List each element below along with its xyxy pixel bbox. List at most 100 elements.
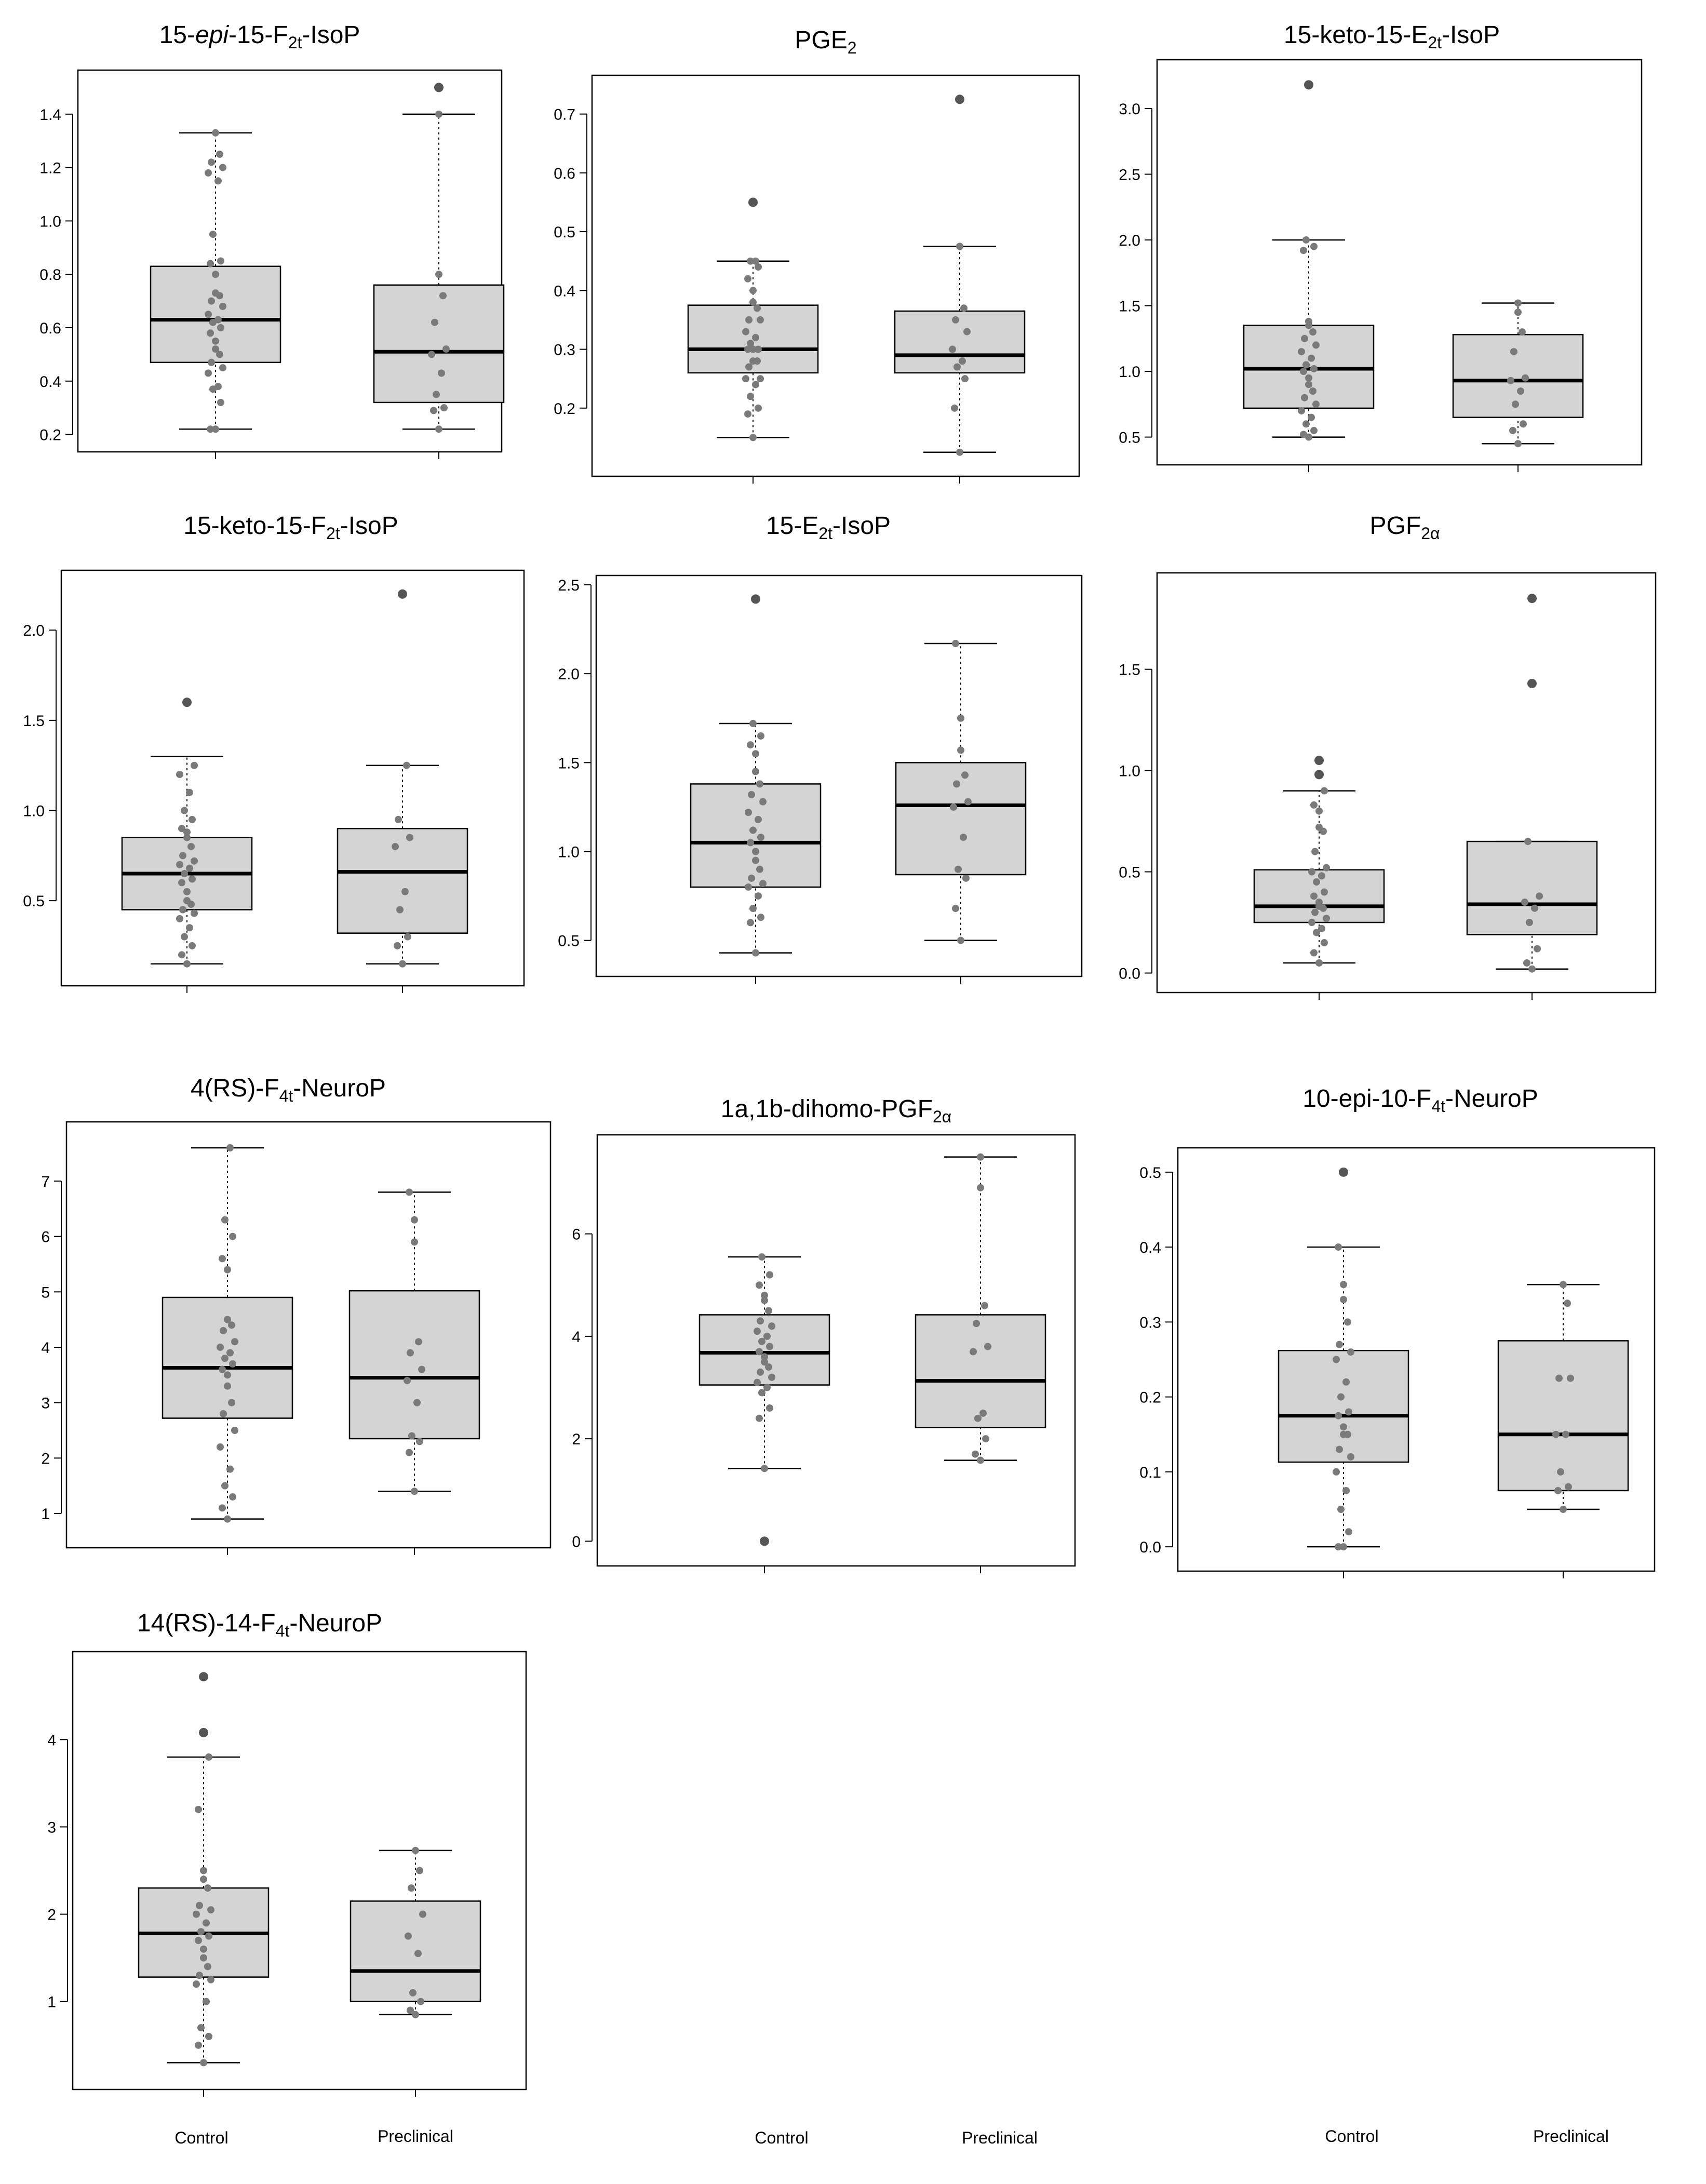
data-point <box>406 1188 413 1196</box>
iqr-box <box>1466 840 1598 935</box>
data-point <box>957 746 964 754</box>
data-point <box>1514 309 1522 316</box>
data-point <box>1524 838 1532 846</box>
data-point <box>1298 348 1305 356</box>
data-point <box>193 1980 200 1988</box>
data-point <box>219 302 226 310</box>
panel-10: 1 2 3 4 <box>47 1651 527 2097</box>
y-tick-label: 2 <box>41 1450 50 1467</box>
data-point <box>758 1337 765 1345</box>
data-point <box>1310 801 1318 809</box>
data-point <box>952 905 959 913</box>
panel-6: 0.0 0.5 1.0 1.5 <box>1119 572 1657 1000</box>
data-point <box>208 358 215 366</box>
data-point <box>754 304 761 312</box>
data-point <box>408 1884 415 1892</box>
data-point <box>205 2032 212 2040</box>
outlier-point <box>760 1536 769 1546</box>
y-tick-label: 0.7 <box>554 106 575 124</box>
data-point <box>1315 807 1323 815</box>
data-point <box>208 297 215 305</box>
data-point <box>195 1805 202 1813</box>
data-point <box>755 263 762 271</box>
data-point <box>749 826 757 834</box>
data-point <box>752 381 759 388</box>
data-point <box>214 316 222 324</box>
data-point <box>409 1989 417 1997</box>
data-point <box>219 164 226 171</box>
data-point <box>219 1504 226 1512</box>
y-tick-label: 2.0 <box>558 666 580 683</box>
data-point <box>1302 420 1310 428</box>
data-point <box>183 834 191 841</box>
title-part: -IsoP <box>832 512 891 540</box>
data-point <box>1336 1445 1343 1453</box>
data-point <box>749 287 757 294</box>
data-point <box>768 1373 775 1381</box>
data-point <box>957 936 964 944</box>
title-part: 15-E <box>765 512 819 540</box>
data-point <box>430 407 437 414</box>
data-point <box>187 842 195 850</box>
title-part: -15-F <box>229 21 288 49</box>
data-point <box>418 1365 425 1373</box>
data-point <box>963 328 971 336</box>
data-point <box>1321 787 1328 795</box>
data-point <box>224 1316 231 1323</box>
data-point <box>440 404 448 412</box>
data-point <box>951 404 958 412</box>
data-point <box>415 1338 422 1346</box>
data-point <box>752 949 759 957</box>
y-tick-label: 0.5 <box>558 933 580 950</box>
data-point <box>226 1465 234 1473</box>
y-tick-label: 1.2 <box>39 160 61 177</box>
box-preclinical <box>1452 299 1584 448</box>
box-control <box>1278 1167 1409 1551</box>
data-point <box>763 1332 771 1340</box>
iqr-box <box>895 762 1027 876</box>
panel-5: 0.5 1.0 1.5 2.0 2.5 <box>558 574 1083 984</box>
data-point <box>408 1432 415 1440</box>
data-point <box>952 316 959 324</box>
data-point <box>756 1348 763 1356</box>
data-point <box>761 1291 768 1299</box>
data-point <box>1557 1468 1564 1476</box>
data-point <box>744 275 751 283</box>
data-point <box>191 761 198 769</box>
data-point <box>221 1355 229 1362</box>
title-part: -IsoP <box>302 21 360 49</box>
data-point <box>1345 1408 1352 1416</box>
data-point <box>195 1937 202 1944</box>
data-point <box>411 1216 418 1224</box>
y-tick-label: 0.5 <box>1119 864 1140 881</box>
data-point <box>1337 1393 1345 1401</box>
data-point <box>396 906 404 914</box>
data-point <box>755 892 762 900</box>
data-point <box>216 351 223 358</box>
data-point <box>228 1399 235 1406</box>
data-point <box>403 761 410 769</box>
data-point <box>394 942 401 949</box>
data-point <box>191 909 198 917</box>
data-point <box>962 874 970 882</box>
iqr-box <box>1278 1349 1409 1463</box>
data-point <box>756 1281 763 1289</box>
data-point <box>229 1232 236 1240</box>
data-point <box>952 639 959 647</box>
panel-title: PGF2α <box>1093 512 1706 542</box>
data-point <box>749 298 757 306</box>
outlier-point <box>1527 594 1537 604</box>
data-point <box>1305 381 1312 388</box>
y-tick-label: 1.5 <box>23 713 45 730</box>
data-point <box>950 803 957 811</box>
y-tick-label: 6 <box>572 1226 581 1243</box>
data-point <box>204 1963 211 1971</box>
y-tick-label: 1 <box>41 1506 50 1523</box>
data-point <box>183 828 191 836</box>
data-point <box>973 1320 980 1328</box>
data-point <box>749 345 757 353</box>
data-point <box>411 1488 418 1495</box>
data-point <box>229 1360 236 1368</box>
box-preclinical <box>348 1188 480 1495</box>
data-point <box>196 1901 203 1909</box>
